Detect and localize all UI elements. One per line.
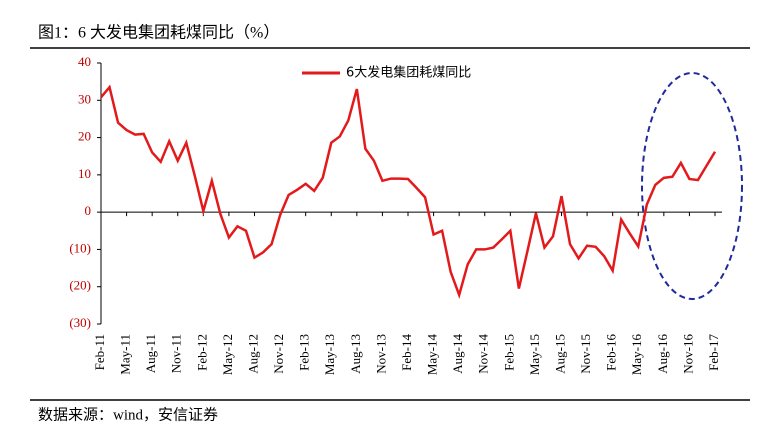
y-tick-label: (10)	[69, 240, 91, 255]
x-tick-label: Feb-14	[399, 334, 414, 371]
x-tick-label: May-16	[629, 334, 644, 376]
y-tick-label: 0	[85, 203, 92, 218]
y-tick-label: 10	[78, 166, 91, 181]
x-tick-label: May-12	[220, 334, 235, 375]
x-tick-label: Nov-12	[271, 334, 286, 374]
x-tick-label: Nov-13	[373, 334, 388, 374]
x-tick-label: Nov-14	[476, 334, 491, 374]
x-tick-label: Aug-11	[143, 334, 158, 373]
y-tick-label: (20)	[69, 278, 91, 293]
chart-title: 图1：6 大发电集团耗煤同比（%）	[38, 24, 279, 42]
y-tick-label: 40	[78, 54, 91, 69]
source-note: 数据来源：wind，安信证券	[38, 406, 218, 423]
data-line	[100, 84, 717, 299]
x-tick-label: Feb-11	[92, 334, 107, 370]
x-tick-label: Feb-12	[194, 334, 209, 371]
legend-label: 6大发电集团耗煤同比	[346, 65, 471, 81]
x-tick-label: Nov-16	[680, 334, 695, 374]
x-tick-label: Nov-11	[169, 334, 184, 373]
x-tick-label: Aug-13	[348, 334, 363, 374]
x-tick-label: Feb-17	[706, 334, 721, 371]
x-tick-label: Aug-15	[552, 334, 567, 374]
x-tick-label: Aug-12	[245, 334, 260, 374]
x-tick-label: May-14	[425, 334, 440, 376]
y-tick-label: 30	[78, 91, 91, 106]
x-tick-label: Feb-15	[501, 334, 516, 371]
x-tick-label: Feb-13	[297, 334, 312, 371]
y-tick-label: 20	[78, 129, 91, 144]
x-tick-label: May-13	[322, 334, 337, 375]
highlight-ellipse	[641, 72, 743, 300]
x-tick-label: Aug-16	[655, 334, 670, 374]
x-tick-label: Aug-14	[450, 334, 465, 374]
x-tick-label: Feb-16	[604, 334, 619, 371]
x-tick-label: May-11	[118, 334, 133, 375]
x-tick-label: Nov-15	[578, 334, 593, 374]
x-tick-label: May-15	[527, 334, 542, 375]
y-tick-label: (30)	[69, 315, 91, 330]
